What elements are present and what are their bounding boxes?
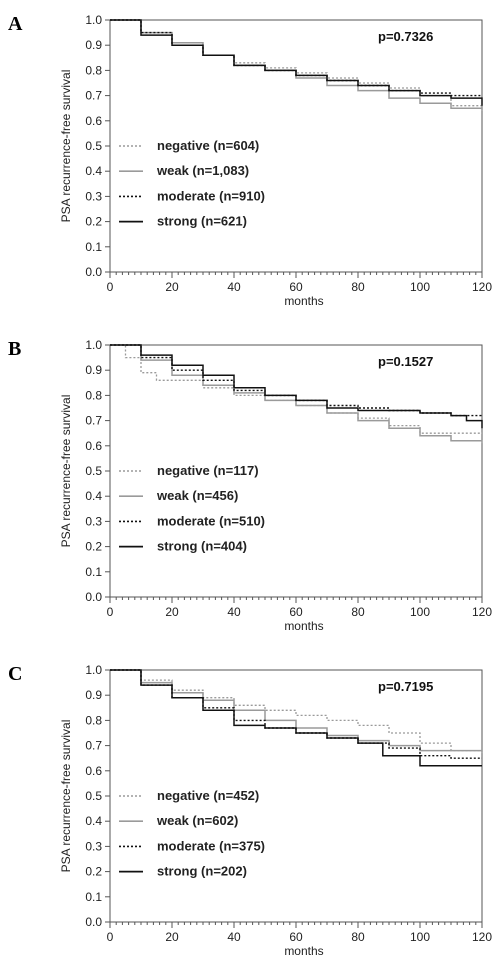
y-tick-label: 0.0 — [85, 265, 102, 279]
x-axis-label: months — [284, 619, 323, 633]
y-tick-label: 0.9 — [85, 363, 102, 377]
y-tick-label: 0.5 — [85, 789, 102, 803]
legend-label-moderate: moderate (n=375) — [157, 838, 265, 853]
x-tick-label: 60 — [289, 280, 303, 294]
y-tick-label: 0.1 — [85, 890, 102, 904]
x-tick-label: 20 — [165, 280, 179, 294]
y-tick-label: 0.4 — [85, 814, 102, 828]
series-line-strong — [110, 344, 483, 429]
x-tick-label: 60 — [289, 605, 303, 619]
y-tick-label: 0.2 — [85, 865, 102, 879]
legend-label-strong: strong (n=404) — [157, 539, 247, 554]
x-axis-label: months — [284, 294, 323, 308]
x-tick-label: 40 — [227, 930, 241, 944]
legend-label-negative: negative (n=452) — [157, 788, 259, 803]
x-axis-label: months — [284, 944, 323, 958]
x-tick-label: 100 — [410, 605, 430, 619]
panel-letter: C — [8, 663, 22, 685]
x-tick-label: 40 — [227, 280, 241, 294]
legend-label-moderate: moderate (n=910) — [157, 188, 265, 203]
legend-label-moderate: moderate (n=510) — [157, 513, 265, 528]
y-tick-label: 0.7 — [85, 89, 102, 103]
y-tick-label: 0.6 — [85, 439, 102, 453]
x-tick-label: 0 — [107, 605, 114, 619]
legend-label-weak: weak (n=456) — [156, 488, 238, 503]
chart-panel-b: B 0.0 0.1 0.2 0.3 0.4 0.5 0.6 0.7 0.8 0.9 1.0 0 20 40 6… — [8, 338, 492, 633]
y-tick-label: 0.5 — [85, 139, 102, 153]
x-tick-label: 80 — [351, 280, 365, 294]
y-tick-label: 0.9 — [85, 688, 102, 702]
panel-letter: A — [8, 13, 23, 35]
series-line-negative — [110, 344, 482, 434]
y-tick-label: 0.0 — [85, 915, 102, 929]
series-line-moderate — [110, 344, 482, 417]
x-tick-label: 120 — [472, 930, 492, 944]
y-tick-label: 0.5 — [85, 464, 102, 478]
x-tick-label: 20 — [165, 930, 179, 944]
y-tick-label: 0.8 — [85, 63, 102, 77]
y-tick-label: 0.1 — [85, 565, 102, 579]
y-tick-label: 0.6 — [85, 764, 102, 778]
series-line-weak — [110, 344, 483, 444]
y-tick-label: 0.7 — [85, 414, 102, 428]
legend-label-negative: negative (n=117) — [157, 463, 259, 478]
y-tick-label: 0.3 — [85, 189, 102, 203]
y-tick-label: 0.6 — [85, 114, 102, 128]
y-tick-label: 1.0 — [85, 13, 102, 27]
x-tick-label: 120 — [472, 280, 492, 294]
y-tick-label: 0.2 — [85, 215, 102, 229]
y-tick-label: 0.4 — [85, 164, 102, 178]
legend-label-weak: weak (n=602) — [156, 813, 238, 828]
y-axis-label: PSA recurrence-free survival — [59, 720, 73, 873]
x-tick-label: 40 — [227, 605, 241, 619]
x-tick-label: 120 — [472, 605, 492, 619]
y-tick-label: 0.8 — [85, 388, 102, 402]
x-tick-label: 20 — [165, 605, 179, 619]
legend-label-strong: strong (n=202) — [157, 864, 247, 879]
x-tick-label: 80 — [351, 605, 365, 619]
y-tick-label: 0.4 — [85, 489, 102, 503]
panel-letter: B — [8, 338, 21, 360]
y-tick-label: 1.0 — [85, 663, 102, 677]
legend-label-strong: strong (n=621) — [157, 214, 247, 229]
x-tick-label: 80 — [351, 930, 365, 944]
x-tick-label: 100 — [410, 930, 430, 944]
y-tick-label: 0.2 — [85, 540, 102, 554]
y-tick-label: 1.0 — [85, 338, 102, 352]
y-tick-label: 0.3 — [85, 514, 102, 528]
chart-panel-a: A 0.0 0.1 0.2 0.3 0.4 0.5 0.6 0.7 0.8 0.9 1.0 0 20 40 6… — [8, 13, 492, 308]
y-tick-label: 0.9 — [85, 38, 102, 52]
y-tick-label: 0.3 — [85, 839, 102, 853]
series-line-strong — [110, 669, 482, 767]
y-tick-label: 0.8 — [85, 713, 102, 727]
y-tick-label: 0.0 — [85, 590, 102, 604]
series-line-moderate — [110, 669, 482, 759]
y-tick-label: 0.7 — [85, 739, 102, 753]
y-tick-label: 0.1 — [85, 240, 102, 254]
x-tick-label: 60 — [289, 930, 303, 944]
p-value-annotation: p=0.7326 — [378, 29, 433, 44]
y-axis-label: PSA recurrence-free survival — [59, 395, 73, 548]
x-tick-label: 0 — [107, 930, 114, 944]
legend-label-weak: weak (n=1,083) — [156, 163, 249, 178]
chart-panel-c: C 0.0 0.1 0.2 0.3 0.4 0.5 0.6 0.7 0.8 0.9 1.0 0 20 40 6… — [8, 663, 492, 958]
p-value-annotation: p=0.7195 — [378, 679, 433, 694]
p-value-annotation: p=0.1527 — [378, 354, 433, 369]
legend-label-negative: negative (n=604) — [157, 138, 259, 153]
y-axis-label: PSA recurrence-free survival — [59, 70, 73, 223]
x-tick-label: 100 — [410, 280, 430, 294]
series-line-strong — [110, 19, 483, 106]
x-tick-label: 0 — [107, 280, 114, 294]
